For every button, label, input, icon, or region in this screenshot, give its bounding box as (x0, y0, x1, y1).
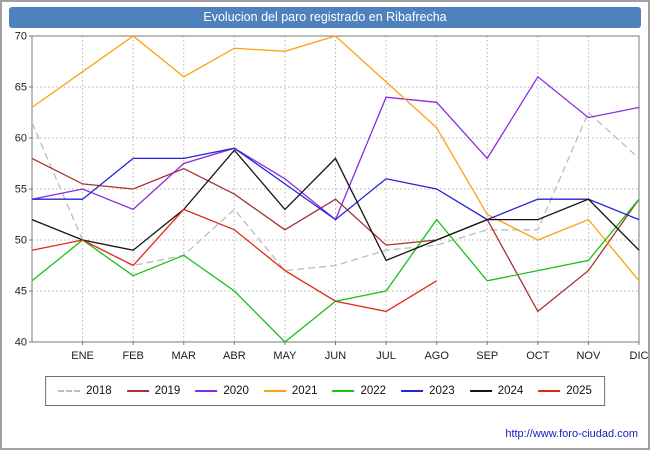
legend-line-sample (401, 390, 424, 392)
y-tick-label: 60 (15, 133, 27, 145)
x-tick-label: ABR (223, 350, 246, 362)
legend-label: 2018 (86, 385, 112, 397)
chart-title: Evolucion del paro registrado en Ribafre… (203, 10, 447, 24)
legend-item-2021: 2021 (263, 385, 318, 397)
x-tick-label: MAY (273, 350, 297, 362)
y-tick-label: 65 (15, 82, 27, 94)
legend-label: 2025 (566, 385, 592, 397)
x-tick-label: MAR (172, 350, 197, 362)
legend-label: 2021 (291, 385, 318, 397)
legend-line-sample (538, 390, 561, 392)
chart-canvas: 40 45 50 55 60 65 70 ENE FEB MAR ABR MAY JUN JUL AGO SE… (15, 31, 649, 363)
legend-line-sample (263, 390, 286, 392)
legend-item-2025: 2025 (538, 385, 592, 397)
y-tick-label: 70 (15, 31, 27, 43)
legend-line-sample (469, 390, 492, 392)
legend-line-sample (195, 390, 218, 392)
legend-label: 2019 (154, 385, 181, 397)
legend-line-sample (126, 390, 149, 392)
x-tick-label: OCT (526, 350, 550, 362)
series-line-2024 (31, 149, 640, 262)
x-tick-label: JUL (376, 350, 396, 362)
series-line-2021 (31, 35, 640, 282)
legend-label: 2020 (223, 385, 249, 397)
footer-link[interactable]: http://www.foro-ciudad.com (505, 428, 638, 440)
y-tick-label: 40 (15, 337, 27, 349)
series-line-2019 (31, 157, 640, 313)
x-tick-label: SEP (476, 350, 498, 362)
legend-item-2020: 2020 (195, 385, 249, 397)
chart-title-bar: Evolucion del paro registrado en Ribafre… (9, 7, 641, 28)
legend-line-sample (332, 390, 355, 392)
legend-item-2022: 2022 (332, 385, 387, 397)
series-line-2018 (31, 111, 640, 272)
series-line-2025 (31, 208, 438, 313)
legend-label: 2024 (497, 385, 524, 397)
x-tick-label: AGO (424, 350, 449, 362)
y-tick-label: 55 (15, 184, 27, 196)
chart-legend: 2018 2019 2020 2021 2022 2023 2024 2025 (45, 376, 605, 406)
legend-item-2019: 2019 (126, 385, 181, 397)
x-tick-label: DIC (630, 350, 649, 362)
x-tick-label: ENE (71, 350, 94, 362)
x-tick-label: JUN (325, 350, 346, 362)
legend-line-sample (58, 390, 81, 392)
y-tick-label: 45 (15, 286, 27, 298)
legend-item-2023: 2023 (401, 385, 455, 397)
x-tick-label: NOV (576, 350, 601, 362)
legend-label: 2022 (360, 385, 387, 397)
legend-item-2024: 2024 (469, 385, 524, 397)
x-tick-label: FEB (122, 350, 143, 362)
legend-item-2018: 2018 (58, 385, 112, 397)
y-tick-label: 50 (15, 235, 27, 247)
legend-label: 2023 (429, 385, 455, 397)
series-line-2023 (32, 147, 640, 221)
